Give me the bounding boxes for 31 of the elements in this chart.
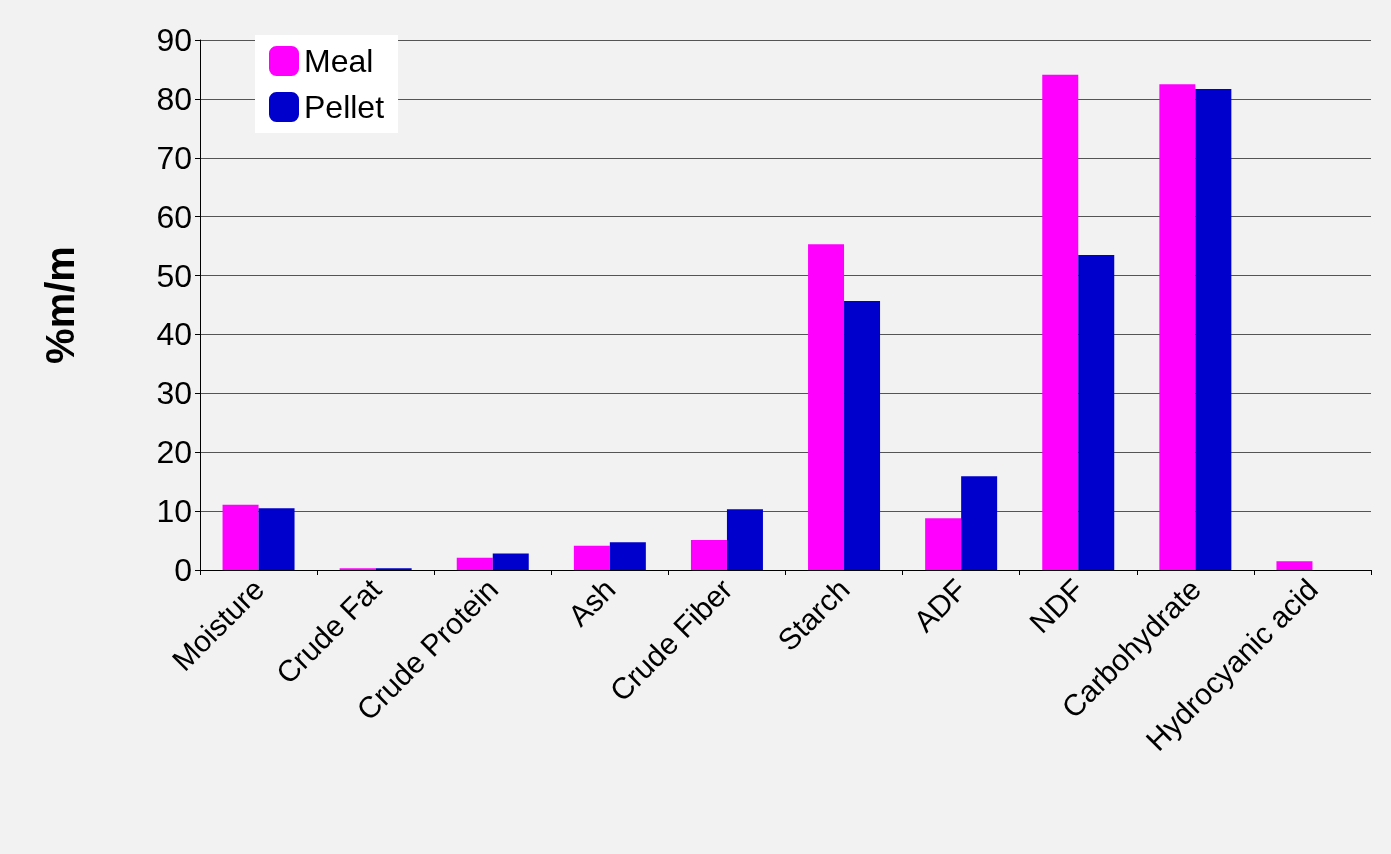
bar [1195,88,1232,570]
bar [925,518,962,570]
bar [844,300,881,570]
y-tick-label: 50 [156,257,192,294]
y-tick-label: 60 [156,198,192,235]
bar [1078,254,1115,570]
bar [1042,74,1079,570]
y-axis-title: %m/m [38,246,82,364]
bar [573,545,610,570]
bar [961,476,998,570]
y-tick-label: 40 [156,316,192,353]
bar [456,557,493,570]
y-tick-label: 10 [156,493,192,530]
y-tick-label: 80 [156,80,192,117]
y-tick-label: 90 [156,22,192,58]
x-tick-label: Ash [561,572,622,633]
bar [808,244,845,570]
bar [690,539,727,570]
legend-label: Meal [304,43,374,79]
legend-label: Pellet [304,89,385,125]
bar [258,508,295,570]
y-tick-label: 70 [156,139,192,176]
bar [726,509,763,570]
y-tick-label: 20 [156,434,192,471]
bar [609,542,646,570]
bar [1276,561,1313,570]
y-tick-label: 30 [156,375,192,412]
y-tick-label: 0 [174,552,192,588]
bar [492,553,529,570]
bar [222,504,259,570]
bar [1159,84,1196,570]
